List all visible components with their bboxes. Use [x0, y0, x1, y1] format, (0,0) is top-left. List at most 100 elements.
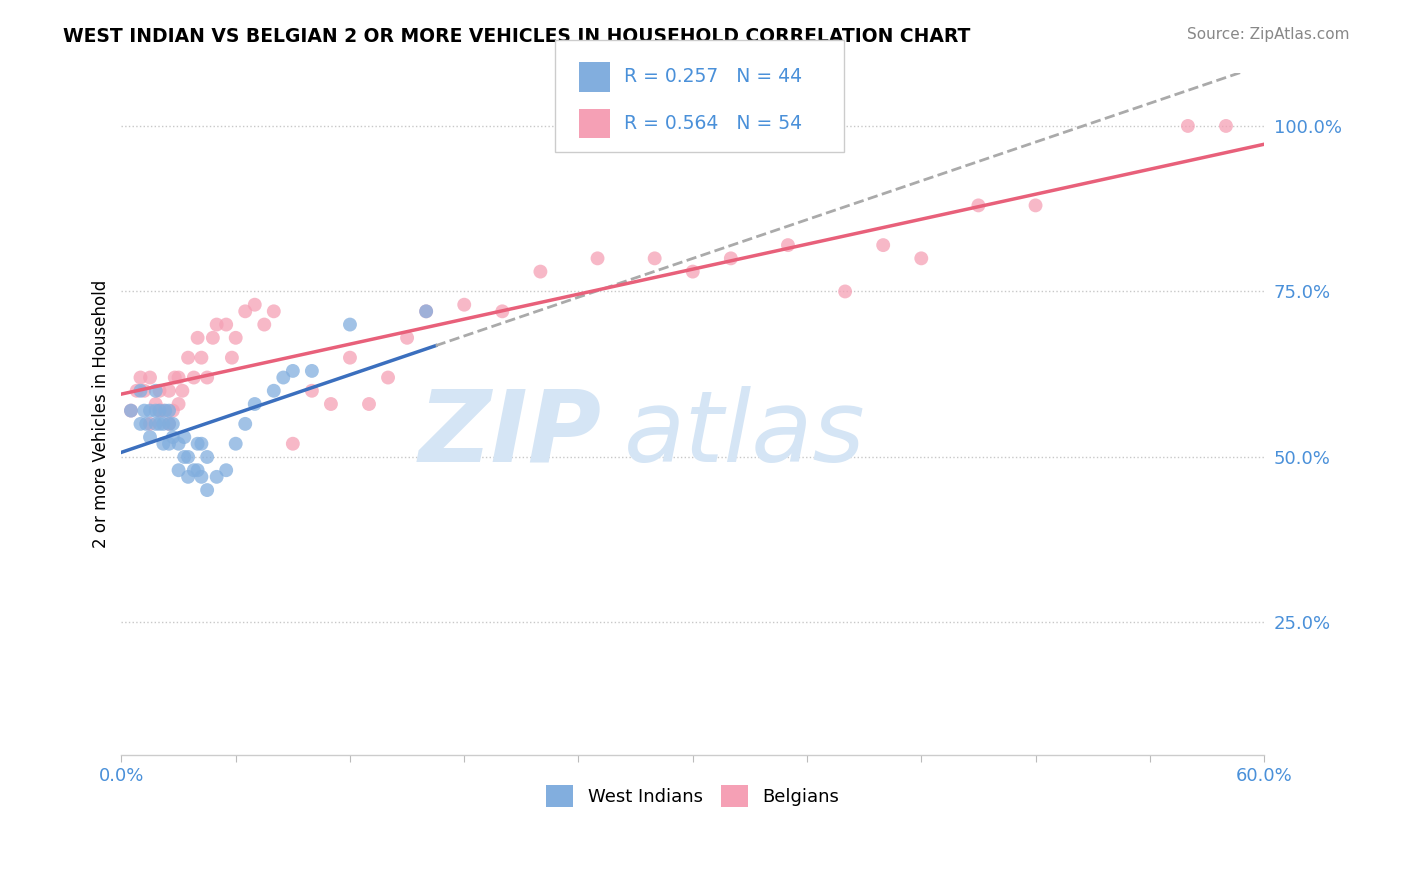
- Point: [339, 351, 361, 365]
- Text: R = 0.564   N = 54: R = 0.564 N = 54: [624, 113, 803, 133]
- Point: [1177, 119, 1199, 133]
- Point: [415, 304, 437, 318]
- Point: [357, 397, 380, 411]
- Point: [644, 252, 666, 266]
- Point: [135, 417, 157, 431]
- Text: Source: ZipAtlas.com: Source: ZipAtlas.com: [1187, 27, 1350, 42]
- Point: [529, 264, 551, 278]
- Legend: West Indians, Belgians: West Indians, Belgians: [538, 778, 846, 814]
- Point: [139, 370, 162, 384]
- Point: [1025, 198, 1047, 212]
- Point: [139, 430, 162, 444]
- Point: [129, 384, 152, 398]
- Point: [263, 384, 285, 398]
- Point: [148, 403, 170, 417]
- Point: [491, 304, 513, 318]
- Point: [190, 470, 212, 484]
- Point: [682, 264, 704, 278]
- Point: [148, 384, 170, 398]
- Point: [177, 450, 200, 464]
- Point: [910, 252, 932, 266]
- Point: [157, 417, 180, 431]
- Point: [225, 436, 247, 450]
- Point: [173, 430, 195, 444]
- Point: [120, 403, 142, 417]
- Text: R = 0.257   N = 44: R = 0.257 N = 44: [624, 67, 803, 87]
- Point: [453, 298, 475, 312]
- Point: [152, 436, 174, 450]
- Point: [319, 397, 342, 411]
- Point: [377, 370, 399, 384]
- Point: [155, 403, 177, 417]
- Point: [129, 370, 152, 384]
- Point: [157, 436, 180, 450]
- Point: [167, 397, 190, 411]
- Point: [120, 403, 142, 417]
- Point: [205, 318, 228, 332]
- Point: [167, 436, 190, 450]
- Point: [167, 370, 190, 384]
- Point: [221, 351, 243, 365]
- Point: [187, 436, 209, 450]
- Point: [129, 417, 152, 431]
- Point: [301, 384, 323, 398]
- Point: [187, 331, 209, 345]
- Point: [167, 463, 190, 477]
- Point: [243, 397, 266, 411]
- Point: [183, 370, 205, 384]
- Point: [145, 403, 167, 417]
- Point: [145, 417, 167, 431]
- Point: [834, 285, 856, 299]
- Point: [233, 304, 256, 318]
- Point: [177, 351, 200, 365]
- Point: [157, 384, 180, 398]
- Point: [162, 403, 184, 417]
- Point: [339, 318, 361, 332]
- Point: [162, 430, 184, 444]
- Point: [776, 238, 799, 252]
- Point: [195, 450, 218, 464]
- Text: ZIP: ZIP: [419, 386, 602, 483]
- Point: [190, 436, 212, 450]
- Point: [273, 370, 295, 384]
- Y-axis label: 2 or more Vehicles in Household: 2 or more Vehicles in Household: [93, 280, 110, 548]
- Point: [177, 470, 200, 484]
- Point: [183, 463, 205, 477]
- Point: [215, 318, 238, 332]
- Point: [173, 450, 195, 464]
- Point: [134, 403, 156, 417]
- Point: [253, 318, 276, 332]
- Point: [157, 403, 180, 417]
- Point: [145, 397, 167, 411]
- Text: atlas: atlas: [624, 386, 866, 483]
- Point: [201, 331, 224, 345]
- Point: [872, 238, 894, 252]
- Point: [281, 436, 304, 450]
- Point: [190, 351, 212, 365]
- Point: [163, 370, 186, 384]
- Point: [233, 417, 256, 431]
- Point: [195, 483, 218, 497]
- Point: [145, 384, 167, 398]
- Point: [243, 298, 266, 312]
- Point: [396, 331, 419, 345]
- Point: [152, 403, 174, 417]
- Point: [152, 417, 174, 431]
- Point: [415, 304, 437, 318]
- Point: [967, 198, 990, 212]
- Point: [720, 252, 742, 266]
- Point: [148, 403, 170, 417]
- Point: [205, 470, 228, 484]
- Point: [263, 304, 285, 318]
- Point: [1215, 119, 1237, 133]
- Point: [172, 384, 194, 398]
- Point: [281, 364, 304, 378]
- Point: [139, 403, 162, 417]
- Text: WEST INDIAN VS BELGIAN 2 OR MORE VEHICLES IN HOUSEHOLD CORRELATION CHART: WEST INDIAN VS BELGIAN 2 OR MORE VEHICLE…: [63, 27, 970, 45]
- Point: [134, 384, 156, 398]
- Point: [225, 331, 247, 345]
- Point: [215, 463, 238, 477]
- Point: [162, 417, 184, 431]
- Point: [187, 463, 209, 477]
- Point: [586, 252, 609, 266]
